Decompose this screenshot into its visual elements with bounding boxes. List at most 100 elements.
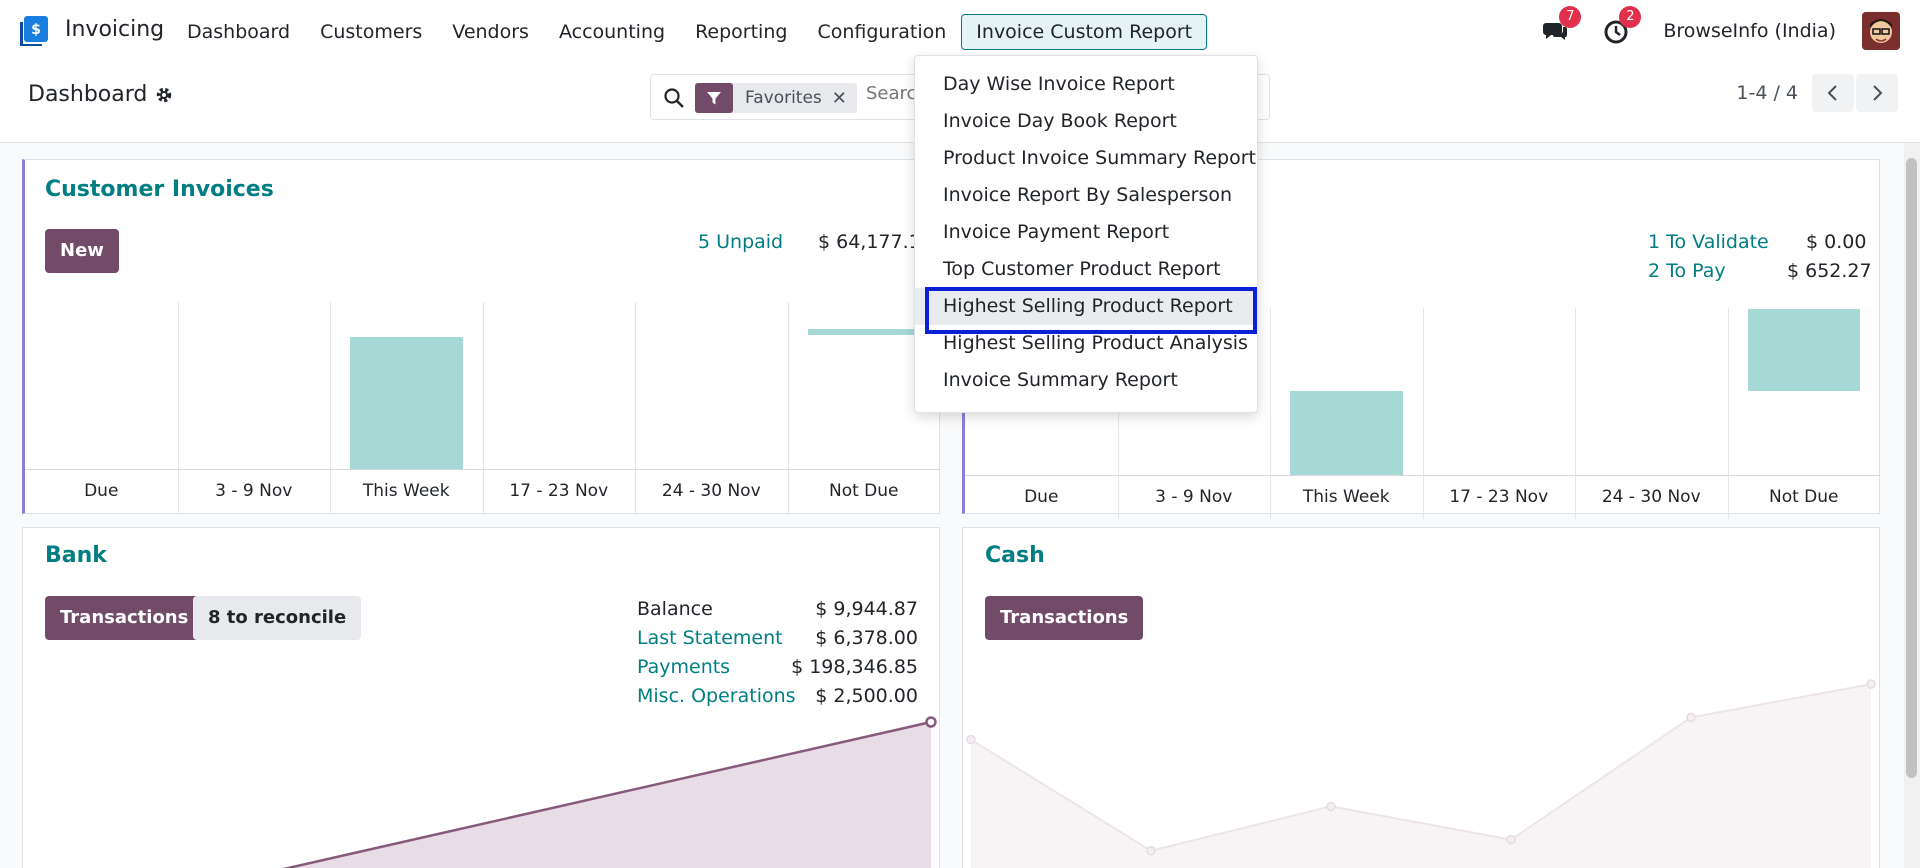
menu-accounting[interactable]: Accounting [558, 21, 666, 43]
filter-icon [695, 83, 733, 113]
menu-item-invoice-summary-report[interactable]: Invoice Summary Report [943, 369, 1178, 391]
chart-gridline [1727, 308, 1729, 519]
chart-gridline [1575, 308, 1576, 519]
chart-bar[interactable] [1747, 308, 1860, 391]
pager-value[interactable]: 1-4 / 4 [1736, 82, 1798, 104]
chart-area [971, 684, 1871, 868]
to-pay-link[interactable]: 2 To Pay [1648, 260, 1726, 282]
chart-x-label: This Week [1302, 487, 1390, 507]
top-navbar: $ Invoicing Dashboard Customers Vendors … [0, 0, 1920, 62]
chart-point [1866, 679, 1876, 689]
page-title: Dashboard [28, 82, 148, 107]
cash-balance-chart[interactable] [963, 658, 1881, 868]
menu-invoice-custom-report[interactable]: Invoice Custom Report [961, 14, 1208, 50]
chart-x-label: 3 - 9 Nov [215, 481, 293, 501]
payments-link[interactable]: Payments [637, 656, 731, 678]
customer-invoices-card: Customer Invoices New 5 Unpaid $ 64,177.… [22, 159, 940, 514]
chart-x-label: Not Due [828, 481, 899, 501]
unpaid-link[interactable]: 5 Unpaid [698, 231, 784, 253]
activities-icon[interactable]: 2 [1603, 6, 1642, 44]
menu-item-highest-selling-product-report[interactable]: Highest Selling Product Report [915, 287, 1257, 334]
payments-amount: $ 198,346.85 [791, 656, 918, 678]
messages-badge: 7 [1559, 6, 1582, 28]
reconcile-button[interactable]: 8 to reconcile [193, 596, 362, 640]
chart-line [970, 683, 1872, 852]
messages-icon[interactable]: 7 [1543, 6, 1582, 44]
chart-gridline [482, 302, 484, 513]
chart-gridline [787, 302, 789, 513]
menu-vendors[interactable]: Vendors [452, 21, 529, 43]
menu-dashboard[interactable]: Dashboard [187, 21, 291, 43]
balance-label: Balance [637, 598, 713, 620]
menu-item-invoice-payment-report[interactable]: Invoice Payment Report [943, 221, 1170, 243]
breadcrumb: Dashboard [28, 82, 173, 107]
chart-bar[interactable] [350, 337, 463, 469]
facet-label: Favorites [745, 88, 822, 108]
app-name[interactable]: Invoicing [65, 17, 165, 42]
search-icon[interactable] [663, 87, 685, 109]
bank-card: Bank Transactions 8 to reconcile Balance… [22, 527, 940, 868]
chevron-left-icon [1827, 85, 1837, 101]
chart-x-label: Due [1024, 487, 1059, 507]
balance-amount: $ 9,944.87 [815, 598, 918, 620]
menu-reporting[interactable]: Reporting [695, 21, 788, 43]
menu-customers[interactable]: Customers [320, 21, 423, 43]
menu-item-top-customer-product-report[interactable]: Top Customer Product Report [943, 258, 1221, 280]
chart-point [1146, 846, 1156, 856]
main-menu: Dashboard Customers Vendors Accounting R… [172, 14, 1208, 50]
customer-invoices-title[interactable]: Customer Invoices [45, 177, 274, 202]
chart-x-label: This Week [362, 481, 450, 501]
chart-gridline [635, 302, 636, 513]
chart-x-label: 17 - 23 Nov [1449, 487, 1549, 507]
chart-gridline [1270, 308, 1271, 519]
chart-x-label: Due [84, 481, 119, 501]
bank-title[interactable]: Bank [45, 543, 107, 568]
menu-item-product-invoice-summary-report[interactable]: Product Invoice Summary Report [943, 147, 1256, 169]
scrollbar-thumb[interactable] [1906, 158, 1917, 778]
to-pay-amount: $ 652.27 [1787, 260, 1872, 282]
last-statement-amount: $ 6,378.00 [815, 627, 918, 649]
misc-operations-amount: $ 2,500.00 [815, 685, 918, 707]
bank-balance-chart[interactable] [23, 708, 941, 868]
chart-gridline [1117, 308, 1119, 519]
chart-point [925, 716, 937, 728]
menu-item-invoice-report-by-salesperson[interactable]: Invoice Report By Salesperson [943, 184, 1233, 206]
menu-item-highest-selling-product-analysis[interactable]: Highest Selling Product Analysis [943, 332, 1248, 354]
user-avatar[interactable] [1862, 12, 1900, 50]
company-switcher[interactable]: BrowseInfo (India) [1663, 20, 1836, 42]
menu-item-invoice-day-book-report[interactable]: Invoice Day Book Report [943, 110, 1177, 132]
menu-item-day-wise-invoice-report[interactable]: Day Wise Invoice Report [943, 73, 1175, 95]
new-invoice-button[interactable]: New [45, 229, 119, 273]
chart-x-label: 24 - 30 Nov [661, 481, 761, 501]
menu-configuration[interactable]: Configuration [817, 21, 947, 43]
chart-gridline [330, 302, 331, 513]
to-validate-link[interactable]: 1 To Validate [1648, 231, 1769, 253]
chart-point [1326, 801, 1336, 812]
invoicing-app-icon[interactable]: $ [20, 16, 48, 46]
gear-icon[interactable] [155, 86, 173, 104]
last-statement-link[interactable]: Last Statement [637, 627, 783, 649]
chart-gridline [177, 302, 179, 513]
cash-transactions-button[interactable]: Transactions [985, 596, 1144, 640]
chevron-right-icon [1873, 85, 1883, 101]
chart-area [253, 722, 931, 868]
chart-point [966, 734, 976, 745]
chart-x-label: 3 - 9 Nov [1155, 487, 1233, 507]
chart-point [1506, 834, 1516, 845]
chart-bar[interactable] [807, 329, 920, 335]
pager-previous-button[interactable] [1812, 74, 1854, 112]
misc-operations-link[interactable]: Misc. Operations [637, 685, 796, 707]
chart-point [1686, 712, 1696, 723]
invoice-custom-report-dropdown: Day Wise Invoice Report Invoice Day Book… [914, 55, 1258, 413]
svg-text:$: $ [31, 22, 41, 38]
cash-title[interactable]: Cash [985, 543, 1045, 568]
bank-transactions-button[interactable]: Transactions [45, 596, 204, 640]
to-validate-amount: $ 0.00 [1806, 231, 1867, 253]
systray: 7 2 BrowseInfo (India) [1543, 6, 1900, 50]
chart-x-label: 17 - 23 Nov [509, 481, 609, 501]
pager-next-button[interactable] [1856, 74, 1898, 112]
chart-bar[interactable] [1290, 391, 1403, 475]
chart-x-label: 24 - 30 Nov [1601, 487, 1701, 507]
close-icon[interactable]: ✕ [831, 87, 847, 109]
activities-badge: 2 [1619, 6, 1642, 28]
